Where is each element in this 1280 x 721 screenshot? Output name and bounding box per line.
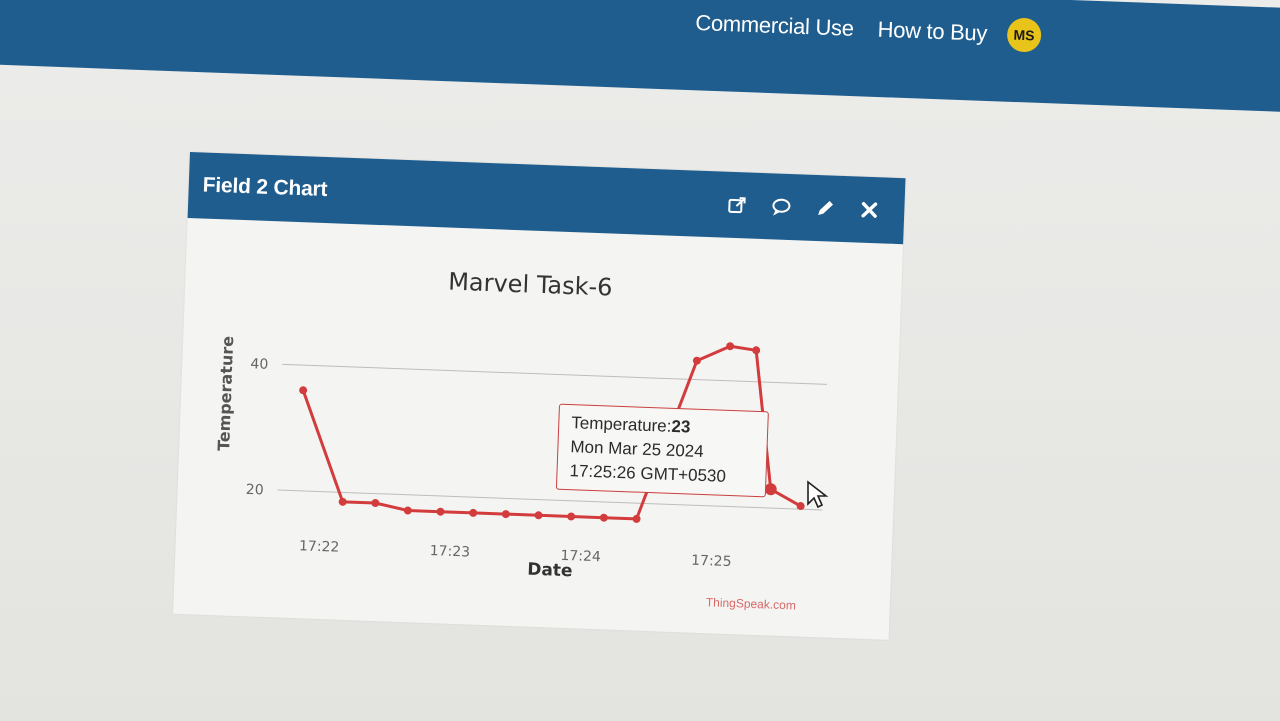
data-point-7 [534, 511, 543, 520]
y-axis-label: Temperature [214, 335, 237, 451]
data-point-10 [632, 514, 641, 523]
tooltip-value: 23 [671, 416, 691, 437]
y-tick-label-20: 20 [246, 482, 264, 499]
data-point-13 [752, 346, 761, 355]
data-point-1 [338, 497, 347, 506]
data-point-15 [796, 502, 805, 511]
data-point-12 [726, 342, 735, 351]
how-to-buy-link[interactable]: How to Buy [877, 16, 988, 46]
gridline-y-40 [282, 363, 827, 385]
data-point-14 [764, 483, 777, 496]
y-tick-label-40: 40 [250, 356, 268, 373]
widget-tools [726, 194, 881, 222]
pencil-icon[interactable] [814, 197, 837, 220]
data-point-5 [469, 508, 478, 517]
x-tick-label-1725: 17:25 [691, 553, 732, 570]
data-point-tooltip: Temperature:23 Mon Mar 25 2024 17:25:26 … [555, 403, 769, 498]
chart-title: Marvel Task-6 [448, 268, 613, 302]
mouse-pointer-icon [807, 480, 829, 509]
external-link-icon[interactable] [726, 194, 749, 217]
x-axis-label: Date [527, 560, 573, 582]
widget-header: Field 2 Chart [187, 152, 906, 245]
series-line-0 [301, 344, 802, 521]
field-2-chart-widget: Field 2 Chart [173, 152, 906, 640]
x-tick-label-1723: 17:23 [429, 543, 470, 560]
tooltip-label: Temperature: [570, 413, 672, 436]
user-avatar[interactable]: MS [1006, 17, 1042, 53]
data-point-0 [299, 386, 308, 395]
x-tick-label-1722: 17:22 [299, 538, 340, 555]
x-tick-label-1724: 17:24 [560, 548, 601, 565]
data-point-9 [599, 513, 608, 522]
temperature-chart: Marvel Task-6 Temperature Date 20 40 17:2… [214, 268, 827, 582]
top-navbar [0, 0, 1280, 114]
widget-title: Field 2 Chart [202, 173, 328, 202]
data-point-4 [436, 507, 445, 516]
commercial-use-link[interactable]: Commercial Use [694, 9, 855, 41]
close-icon[interactable] [858, 199, 881, 222]
data-point-8 [567, 512, 576, 521]
data-point-2 [371, 499, 380, 508]
data-point-3 [403, 506, 412, 515]
data-point-11 [692, 356, 701, 365]
data-point-6 [501, 510, 510, 519]
comment-icon[interactable] [770, 195, 793, 218]
gridline-y-20 [277, 489, 823, 511]
